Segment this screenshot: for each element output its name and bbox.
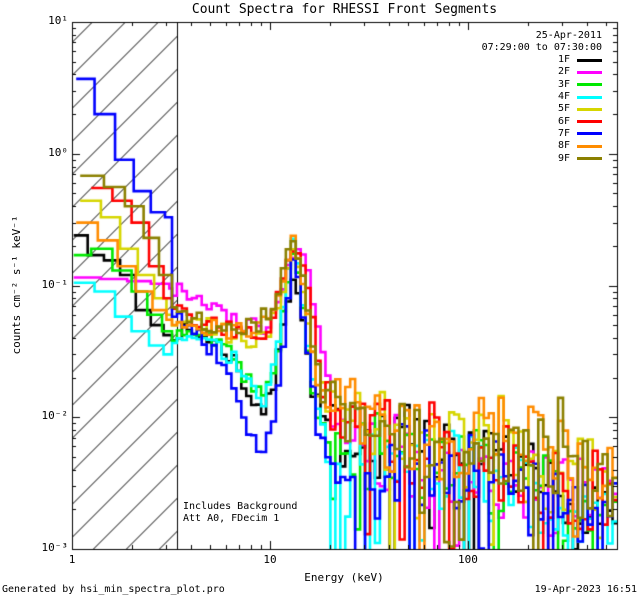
legend-label: 5F (557, 103, 570, 115)
chart-title: Count Spectra for RHESSI Front Segments (191, 2, 498, 17)
x-tick-label: 100 (458, 553, 478, 566)
x-axis-label: Energy (keV) (304, 571, 384, 584)
legend-swatch-8F (577, 144, 602, 148)
legend-swatch-2F (577, 70, 602, 74)
legend: 25-Apr-2011 07:29:00 to 07:30:00 1F 2F 3F 4… (482, 30, 602, 165)
attenuator-note: Att A0, FDecim 1 (183, 512, 280, 524)
legend-swatch-6F (577, 120, 602, 124)
legend-label: 4F (557, 91, 570, 103)
plot-notes: Includes Background Att A0, FDecim 1 (183, 501, 297, 524)
legend-entry: 9F (482, 152, 602, 164)
y-tick-label: 10⁻¹ (41, 277, 69, 291)
legend-entries: 1F 2F 3F 4F 5F 6F 7F 8F 9F (482, 54, 602, 165)
y-tick-label: 10⁰ (48, 145, 68, 159)
legend-label: 3F (557, 78, 570, 90)
x-tick-label: 10 (263, 553, 277, 566)
legend-swatch-9F (577, 157, 602, 161)
legend-entry: 3F (482, 79, 602, 91)
obs-time-range: 07:29:00 to 07:30:00 (481, 42, 602, 53)
legend-entry: 7F (482, 128, 602, 140)
y-tick-label: 10¹ (48, 14, 68, 27)
legend-swatch-7F (577, 132, 602, 136)
legend-entry: 1F (482, 54, 602, 66)
background-note: Includes Background (183, 501, 298, 512)
x-tick-label: 1 (68, 553, 76, 566)
legend-swatch-5F (577, 107, 602, 111)
legend-swatch-1F (577, 58, 602, 62)
legend-swatch-4F (577, 95, 602, 99)
legend-label: 7F (557, 127, 570, 139)
legend-label: 9F (557, 152, 570, 164)
y-tick-label: 10⁻² (41, 409, 69, 423)
legend-label: 6F (557, 115, 570, 127)
legend-label: 1F (557, 54, 570, 66)
legend-swatch-3F (577, 83, 602, 87)
y-tick-label: 10⁻³ (41, 541, 69, 554)
generated-timestamp: 19-Apr-2023 16:51 (534, 584, 637, 595)
legend-entry: 5F (482, 103, 602, 115)
legend-entry: 6F (482, 115, 602, 127)
obs-date: 25-Apr-2011 (535, 30, 602, 41)
legend-entry: 4F (482, 91, 602, 103)
legend-entry: 2F (482, 66, 602, 78)
legend-label: 8F (557, 140, 570, 152)
generated-by-text: Generated by hsi_min_spectra_plot.pro (2, 584, 225, 595)
legend-label: 2F (557, 66, 570, 78)
legend-entry: 8F (482, 140, 602, 152)
